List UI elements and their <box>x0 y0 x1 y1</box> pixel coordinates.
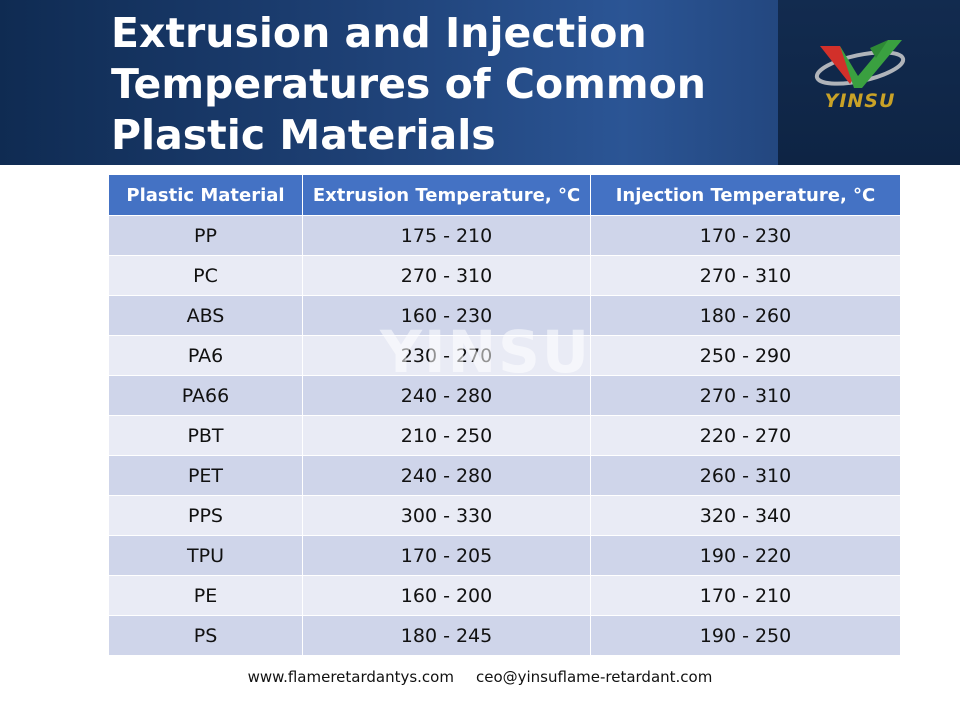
extrusion-cell: 160 - 200 <box>302 575 591 616</box>
material-cell: PBT <box>108 415 303 456</box>
table-row: PPS 300 - 330 320 - 340 <box>108 495 901 536</box>
table-row: PE 160 - 200 170 - 210 <box>108 575 901 616</box>
injection-cell: 190 - 250 <box>590 615 901 656</box>
material-cell: ABS <box>108 295 303 336</box>
title-line-1: Extrusion and Injection <box>111 9 647 57</box>
table-header-row: Plastic Material Extrusion Temperature, … <box>108 174 901 216</box>
extrusion-cell: 230 - 270 <box>302 335 591 376</box>
material-cell: PET <box>108 455 303 496</box>
title-line-2: Temperatures of Common <box>111 60 706 108</box>
title-line-3: Plastic Materials <box>111 111 496 159</box>
injection-cell: 260 - 310 <box>590 455 901 496</box>
header-injection-temperature: Injection Temperature, °C <box>590 174 901 216</box>
extrusion-cell: 160 - 230 <box>302 295 591 336</box>
extrusion-cell: 270 - 310 <box>302 255 591 296</box>
table-row: PA6 230 - 270 250 - 290 <box>108 335 901 376</box>
material-cell: PC <box>108 255 303 296</box>
footer-website: www.flameretardantys.com <box>247 668 454 686</box>
table-row: PC 270 - 310 270 - 310 <box>108 255 901 296</box>
extrusion-cell: 170 - 205 <box>302 535 591 576</box>
extrusion-cell: 175 - 210 <box>302 215 591 256</box>
injection-cell: 170 - 230 <box>590 215 901 256</box>
temperature-table: Plastic Material Extrusion Temperature, … <box>108 174 901 656</box>
table-row: PP 175 - 210 170 - 230 <box>108 215 901 256</box>
material-cell: PS <box>108 615 303 656</box>
logo-panel <box>778 0 960 165</box>
table-row: TPU 170 - 205 190 - 220 <box>108 535 901 576</box>
table-row: ABS 160 - 230 180 - 260 <box>108 295 901 336</box>
injection-cell: 170 - 210 <box>590 575 901 616</box>
header-plastic-material: Plastic Material <box>108 174 303 216</box>
table-row: PBT 210 - 250 220 - 270 <box>108 415 901 456</box>
injection-cell: 180 - 260 <box>590 295 901 336</box>
extrusion-cell: 180 - 245 <box>302 615 591 656</box>
header-extrusion-temperature: Extrusion Temperature, °C <box>302 174 591 216</box>
injection-cell: 250 - 290 <box>590 335 901 376</box>
extrusion-cell: 240 - 280 <box>302 455 591 496</box>
injection-cell: 270 - 310 <box>590 255 901 296</box>
table-row: PET 240 - 280 260 - 310 <box>108 455 901 496</box>
logo-wordmark: YINSU <box>824 90 896 112</box>
material-cell: PA66 <box>108 375 303 416</box>
material-cell: PP <box>108 215 303 256</box>
injection-cell: 220 - 270 <box>590 415 901 456</box>
logo-mark-icon <box>814 40 906 88</box>
material-cell: PA6 <box>108 335 303 376</box>
page-title: Extrusion and Injection Temperatures of … <box>111 8 761 161</box>
material-cell: PE <box>108 575 303 616</box>
injection-cell: 270 - 310 <box>590 375 901 416</box>
extrusion-cell: 300 - 330 <box>302 495 591 536</box>
yinsu-logo: YINSU <box>810 38 920 118</box>
table-row: PS 180 - 245 190 - 250 <box>108 615 901 656</box>
material-cell: TPU <box>108 535 303 576</box>
extrusion-cell: 240 - 280 <box>302 375 591 416</box>
material-cell: PPS <box>108 495 303 536</box>
injection-cell: 320 - 340 <box>590 495 901 536</box>
footer-email: ceo@yinsuflame-retardant.com <box>475 668 713 686</box>
extrusion-cell: 210 - 250 <box>302 415 591 456</box>
injection-cell: 190 - 220 <box>590 535 901 576</box>
footer: www.flameretardantys.com ceo@yinsuflame-r… <box>0 668 960 686</box>
table-row: PA66 240 - 280 270 - 310 <box>108 375 901 416</box>
